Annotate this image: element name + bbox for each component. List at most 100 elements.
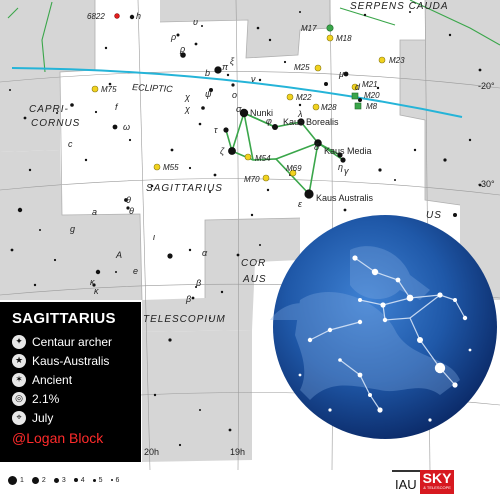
star-labels: Nunki Kaus Borealis Kaus Media Kaus Aust… xyxy=(68,11,374,304)
svg-text:ρ: ρ xyxy=(170,32,176,42)
capricornus-label-2: CORNUS xyxy=(31,118,80,129)
info-area: 2.1% xyxy=(32,391,60,406)
svg-text:υ: υ xyxy=(193,17,198,27)
svg-text:M69: M69 xyxy=(286,164,302,173)
svg-text:κ: κ xyxy=(90,277,95,287)
constellation-title: SAGITTARIUS xyxy=(12,310,116,327)
svg-text:θ: θ xyxy=(126,195,131,205)
background-stars xyxy=(9,11,482,447)
ra-label-20h: 20h xyxy=(144,447,159,457)
svg-text:ξ: ξ xyxy=(230,56,235,66)
svg-text:χ: χ xyxy=(184,104,191,114)
legend-mag-4: 4 xyxy=(73,477,85,484)
star-icon: ★ xyxy=(12,353,26,368)
corona-australis-label-1: COR xyxy=(241,258,266,269)
dec-label-20: -20° xyxy=(478,81,495,91)
dec-label-30: -30° xyxy=(478,179,495,189)
sagittarius-stars xyxy=(214,66,349,199)
svg-text:h: h xyxy=(136,11,141,21)
info-brightest-star: Kaus-Australis xyxy=(32,353,110,368)
corona-australis-label-2: AUS xyxy=(242,274,267,285)
meaning-icon: ✦ xyxy=(12,334,26,349)
svg-text:f: f xyxy=(115,102,119,112)
star-kaus-borealis xyxy=(297,118,305,126)
star-eta xyxy=(340,157,346,163)
svg-text:A: A xyxy=(115,250,122,260)
svg-text:ε: ε xyxy=(298,199,303,209)
coordinate-grid xyxy=(0,0,500,471)
publisher-logos: IAU SKY & TELESCOPE xyxy=(392,470,455,494)
sagittarius-label: SAGITTARIUS xyxy=(146,183,223,194)
info-row-brightest-star: ★ Kaus-Australis xyxy=(12,351,133,370)
label-kaus-australis: Kaus Australis xyxy=(316,193,374,203)
svg-text:λ: λ xyxy=(297,109,302,119)
svg-text:6822: 6822 xyxy=(87,12,105,21)
star-mu xyxy=(343,71,349,77)
svg-text:M22: M22 xyxy=(296,93,312,102)
svg-text:a: a xyxy=(92,207,97,217)
svg-text:M23: M23 xyxy=(389,56,405,65)
legend-mag-5: 5 xyxy=(92,477,103,484)
svg-text:b: b xyxy=(205,68,210,78)
label-nunki: Nunki xyxy=(250,108,273,118)
deep-sky-labels: M17 M18 M23 M25 M21 M20 M8 M22 M28 M75 M… xyxy=(87,12,405,184)
info-meaning: Centaur archer xyxy=(32,334,113,349)
star-kaus-media xyxy=(314,139,322,147)
centaur-archer-silhouette xyxy=(270,246,460,400)
sagittarius-globe xyxy=(270,215,497,439)
svg-text:κ: κ xyxy=(94,286,99,296)
svg-text:M18: M18 xyxy=(336,34,352,43)
svg-text:η: η xyxy=(338,162,343,172)
svg-text:M54: M54 xyxy=(255,154,271,163)
deep-sky-objects xyxy=(91,13,386,182)
svg-text:β: β xyxy=(185,294,191,304)
svg-text:θ: θ xyxy=(129,206,134,216)
star-kaus-australis xyxy=(304,189,314,199)
constellation-info-panel: SAGITTARIUS ✦ Centaur archer ★ Kaus-Aust… xyxy=(0,302,141,462)
svg-text:α: α xyxy=(202,248,208,258)
label-kaus-borealis: Kaus Borealis xyxy=(283,117,339,127)
svg-text:M75: M75 xyxy=(101,85,117,94)
svg-text:e: e xyxy=(133,266,138,276)
svg-text:M28: M28 xyxy=(321,103,337,112)
svg-text:M70: M70 xyxy=(244,175,260,184)
sky-telescope-logo: SKY & TELESCOPE xyxy=(419,470,455,494)
scutum-fragment-label: US xyxy=(426,210,442,221)
info-best-month: July xyxy=(32,410,54,425)
svg-text:ω: ω xyxy=(123,122,130,132)
svg-text:M17: M17 xyxy=(301,24,317,33)
label-kaus-media: Kaus Media xyxy=(324,146,372,156)
outside-area xyxy=(0,0,500,462)
iau-logo: IAU xyxy=(392,470,420,494)
serpens-cauda-label: SERPENS CAUDA xyxy=(350,1,449,12)
star-phi xyxy=(272,124,278,130)
svg-text:ο: ο xyxy=(232,90,237,100)
svg-text:σ: σ xyxy=(236,104,242,114)
svg-text:M20: M20 xyxy=(364,91,380,100)
star-pi xyxy=(214,66,222,74)
svg-text:δ: δ xyxy=(314,142,320,152)
svg-text:μ: μ xyxy=(338,69,344,79)
info-row-month: ⌖ July xyxy=(12,408,133,427)
author-credit: @Logan Block xyxy=(12,430,104,446)
svg-text:ν: ν xyxy=(251,74,256,84)
telescopium-label: TELESCOPIUM xyxy=(143,314,226,325)
star-nunki xyxy=(239,108,249,118)
info-row-origin: ✶ Ancient xyxy=(12,370,133,389)
legend-mag-1: 1 xyxy=(8,475,24,485)
star-gamma xyxy=(337,152,343,158)
svg-text:τ: τ xyxy=(214,125,218,135)
neighbor-constellation-lines xyxy=(7,0,500,73)
ecliptic-label: ECLIPTIC xyxy=(132,82,173,94)
star-zeta xyxy=(228,147,236,155)
svg-text:ζ: ζ xyxy=(220,146,225,156)
svg-text:ρ: ρ xyxy=(179,44,185,54)
svg-text:M21: M21 xyxy=(362,80,378,89)
globe-stars xyxy=(298,255,472,422)
info-row-meaning: ✦ Centaur archer xyxy=(12,332,133,351)
svg-text:M25: M25 xyxy=(294,63,310,72)
svg-text:χ: χ xyxy=(184,92,191,102)
svg-text:M8: M8 xyxy=(366,102,378,111)
svg-text:γ: γ xyxy=(344,166,349,176)
